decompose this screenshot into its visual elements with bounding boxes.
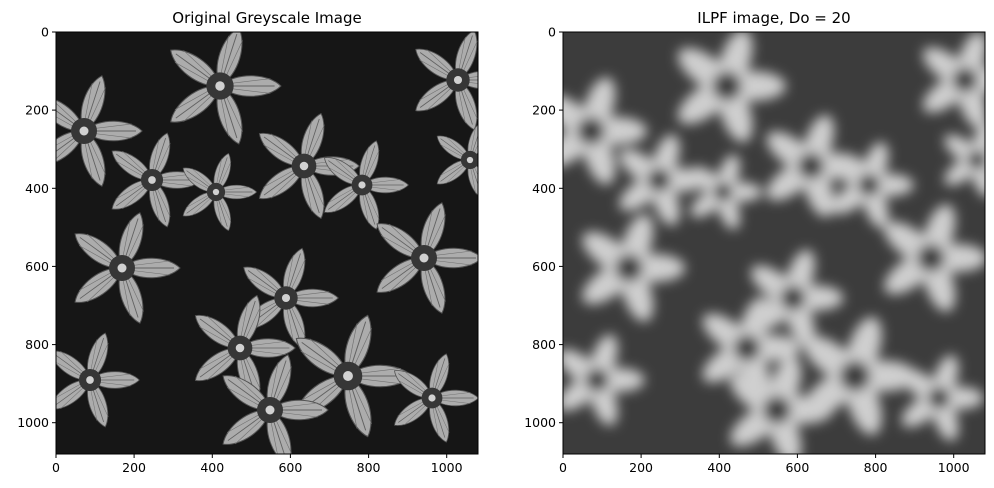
y-tick-label: 600 [532, 259, 556, 274]
y-tick-label: 600 [25, 259, 49, 274]
y-tick-label: 400 [532, 181, 556, 196]
x-axis-ilpf: 0 200 400 600 800 1000 [559, 454, 970, 475]
x-tick-label: 400 [200, 460, 224, 475]
x-tick-label: 0 [52, 460, 60, 475]
image-ilpf [563, 32, 985, 454]
y-tick-label: 200 [25, 103, 49, 118]
chart-title: ILPF image, Do = 20 [697, 9, 850, 27]
x-tick-label: 0 [559, 460, 567, 475]
image-original [56, 32, 478, 454]
y-tick-label: 0 [41, 25, 49, 40]
y-tick-label: 1000 [17, 415, 49, 430]
axes-original: Original Greyscale Image [17, 9, 479, 475]
y-axis-original: 0 200 400 600 800 1000 [17, 25, 56, 430]
y-tick-label: 800 [532, 337, 556, 352]
x-tick-label: 400 [707, 460, 731, 475]
y-tick-label: 200 [532, 103, 556, 118]
x-tick-label: 600 [785, 460, 809, 475]
x-axis-original: 0 200 400 600 800 1000 [52, 454, 463, 475]
x-tick-label: 800 [357, 460, 381, 475]
y-tick-label: 1000 [524, 415, 556, 430]
y-tick-label: 400 [25, 181, 49, 196]
x-tick-label: 800 [864, 460, 888, 475]
axes-ilpf: ILPF image, Do = 20 [524, 9, 986, 475]
x-tick-label: 1000 [431, 460, 463, 475]
x-tick-label: 600 [278, 460, 302, 475]
y-tick-label: 0 [548, 25, 556, 40]
x-tick-label: 200 [629, 460, 653, 475]
x-tick-label: 200 [122, 460, 146, 475]
chart-title: Original Greyscale Image [172, 9, 361, 27]
x-tick-label: 1000 [938, 460, 970, 475]
y-tick-label: 800 [25, 337, 49, 352]
y-axis-ilpf: 0 200 400 600 800 1000 [524, 25, 563, 430]
